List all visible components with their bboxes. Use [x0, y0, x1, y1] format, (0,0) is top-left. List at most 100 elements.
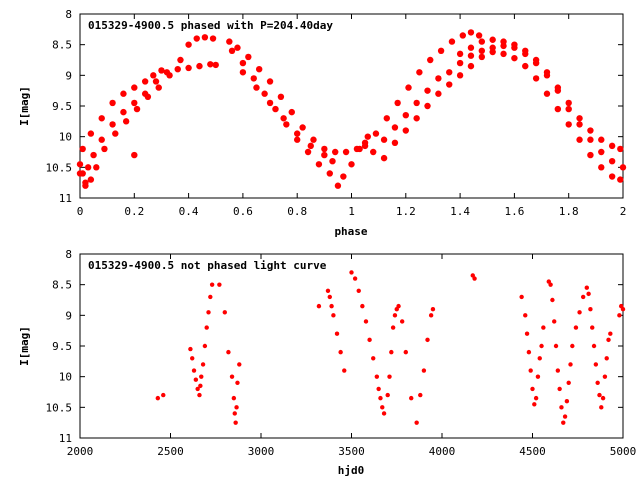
y-tick-label: 10.5 — [46, 401, 73, 414]
data-point — [277, 93, 285, 101]
data-point — [360, 303, 365, 309]
data-point — [233, 420, 238, 425]
data-point — [288, 108, 295, 116]
data-point — [396, 303, 401, 309]
data-point — [98, 115, 105, 122]
data-point — [158, 67, 165, 74]
data-point — [608, 173, 616, 180]
x-tick-label: 1.6 — [504, 205, 524, 218]
data-point — [232, 411, 237, 416]
data-point — [539, 343, 544, 349]
data-point — [334, 182, 342, 189]
data-point — [380, 405, 385, 410]
data-point — [532, 402, 537, 407]
data-point — [418, 392, 423, 398]
data-point — [342, 148, 350, 156]
data-point — [553, 343, 559, 349]
data-point — [590, 325, 595, 330]
data-point — [606, 337, 611, 343]
y-tick-label: 11 — [59, 432, 72, 445]
data-point — [588, 307, 593, 312]
data-point — [222, 310, 227, 315]
data-point — [511, 54, 518, 62]
y-axis-label: I[mag] — [18, 86, 31, 126]
data-point — [586, 291, 591, 297]
data-point — [424, 102, 431, 110]
data-point — [587, 127, 594, 134]
data-point — [427, 56, 434, 64]
data-point — [235, 380, 240, 385]
data-point — [217, 282, 222, 287]
data-point — [131, 84, 138, 91]
data-point — [253, 84, 260, 91]
data-point — [391, 139, 399, 146]
data-point — [381, 411, 387, 416]
data-point — [528, 368, 533, 373]
tick-marks — [79, 13, 624, 199]
data-point — [185, 41, 192, 48]
data-point — [307, 142, 314, 150]
x-tick-label: 1.2 — [396, 205, 416, 218]
data-point — [82, 182, 89, 189]
data-point — [430, 307, 436, 312]
y-tick-label: 8.5 — [52, 279, 72, 292]
data-point — [602, 374, 608, 379]
data-point — [255, 66, 263, 73]
data-point — [617, 145, 624, 153]
data-point — [212, 61, 219, 69]
data-point — [239, 69, 247, 76]
data-point — [565, 105, 572, 113]
data-point — [511, 41, 518, 48]
x-tick-label: 4500 — [519, 445, 546, 458]
data-point — [478, 38, 486, 45]
data-point — [424, 87, 431, 94]
data-point — [372, 130, 380, 137]
x-tick-label: 0.8 — [287, 205, 307, 218]
y-tick-label: 8.5 — [52, 39, 72, 52]
y-tick-label: 10 — [59, 371, 72, 384]
data-point — [193, 377, 199, 382]
data-point — [597, 392, 602, 398]
data-point — [591, 343, 597, 349]
data-point — [467, 44, 475, 51]
data-point — [280, 115, 287, 122]
data-point — [383, 115, 390, 122]
data-point — [543, 90, 551, 97]
data-point — [535, 374, 541, 379]
data-point — [524, 331, 530, 336]
data-point — [196, 62, 203, 70]
data-point — [564, 399, 570, 404]
data-point — [550, 297, 555, 303]
data-point — [229, 374, 235, 379]
data-point — [573, 325, 579, 330]
tick-marks — [79, 253, 624, 439]
data-point — [193, 35, 200, 42]
data-point — [202, 343, 208, 349]
data-point — [467, 52, 475, 59]
data-point — [425, 337, 430, 343]
plot-frame — [79, 13, 624, 199]
data-point — [456, 72, 464, 79]
data-point — [467, 62, 475, 70]
data-point — [421, 368, 427, 373]
data-point — [294, 130, 301, 137]
data-point — [76, 161, 84, 168]
x-tick-label: 3500 — [338, 445, 365, 458]
data-point — [570, 343, 575, 349]
data-point — [472, 276, 477, 281]
data-point — [206, 310, 211, 315]
data-point — [101, 145, 108, 153]
data-point — [522, 47, 529, 54]
data-point — [387, 374, 392, 379]
data-point — [150, 72, 157, 79]
x-tick-label: 2 — [620, 205, 627, 218]
data-point — [374, 374, 380, 379]
data-point — [526, 349, 532, 355]
data-point — [120, 108, 127, 116]
data-point — [299, 124, 306, 131]
data-point — [200, 362, 206, 367]
data-point — [325, 288, 331, 293]
x-tick-label: 5000 — [610, 445, 637, 458]
data-point — [617, 313, 622, 318]
data-point — [392, 313, 398, 318]
